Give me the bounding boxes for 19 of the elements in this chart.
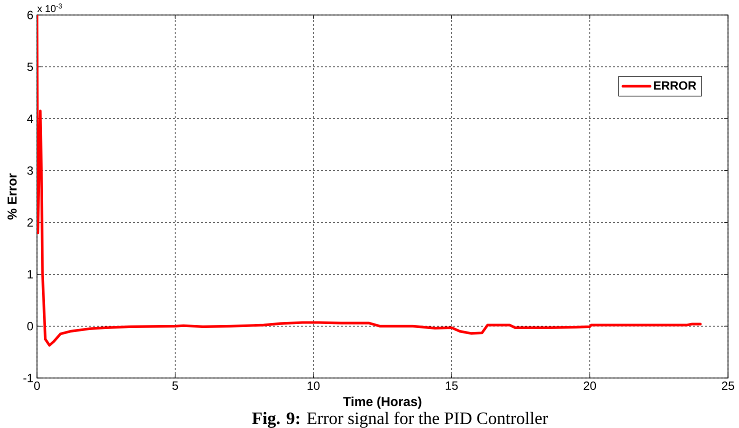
y-tick-label: 5 (27, 62, 33, 72)
x-tick-label: 15 (446, 382, 458, 390)
y-tick-label: 3 (27, 166, 33, 175)
text: x 10$^{-3}$ (37, 4, 62, 12)
y-tick-label: 4 (27, 114, 34, 123)
x-tick-label: 20 (584, 382, 596, 390)
y-tick-label: 6 (27, 10, 33, 20)
y-tick-label: 0 (27, 322, 34, 330)
y-tick-label: 1 (28, 270, 33, 278)
x-tick-label: 25 (722, 382, 734, 390)
y-axis-title: % Error (8, 173, 17, 220)
x-tick-label: 5 (172, 382, 178, 390)
y-tick-label: -1 (23, 374, 33, 382)
legend-label: ERROR (654, 81, 696, 90)
text: Fig. 9: Error signal for the PID Controller (252, 412, 548, 428)
x-axis-title: Time (Horas) (343, 396, 422, 409)
x-tick-label: 10 (308, 382, 320, 390)
y-tick-label: 2 (27, 218, 33, 227)
x-tick-label: 0 (34, 382, 40, 390)
